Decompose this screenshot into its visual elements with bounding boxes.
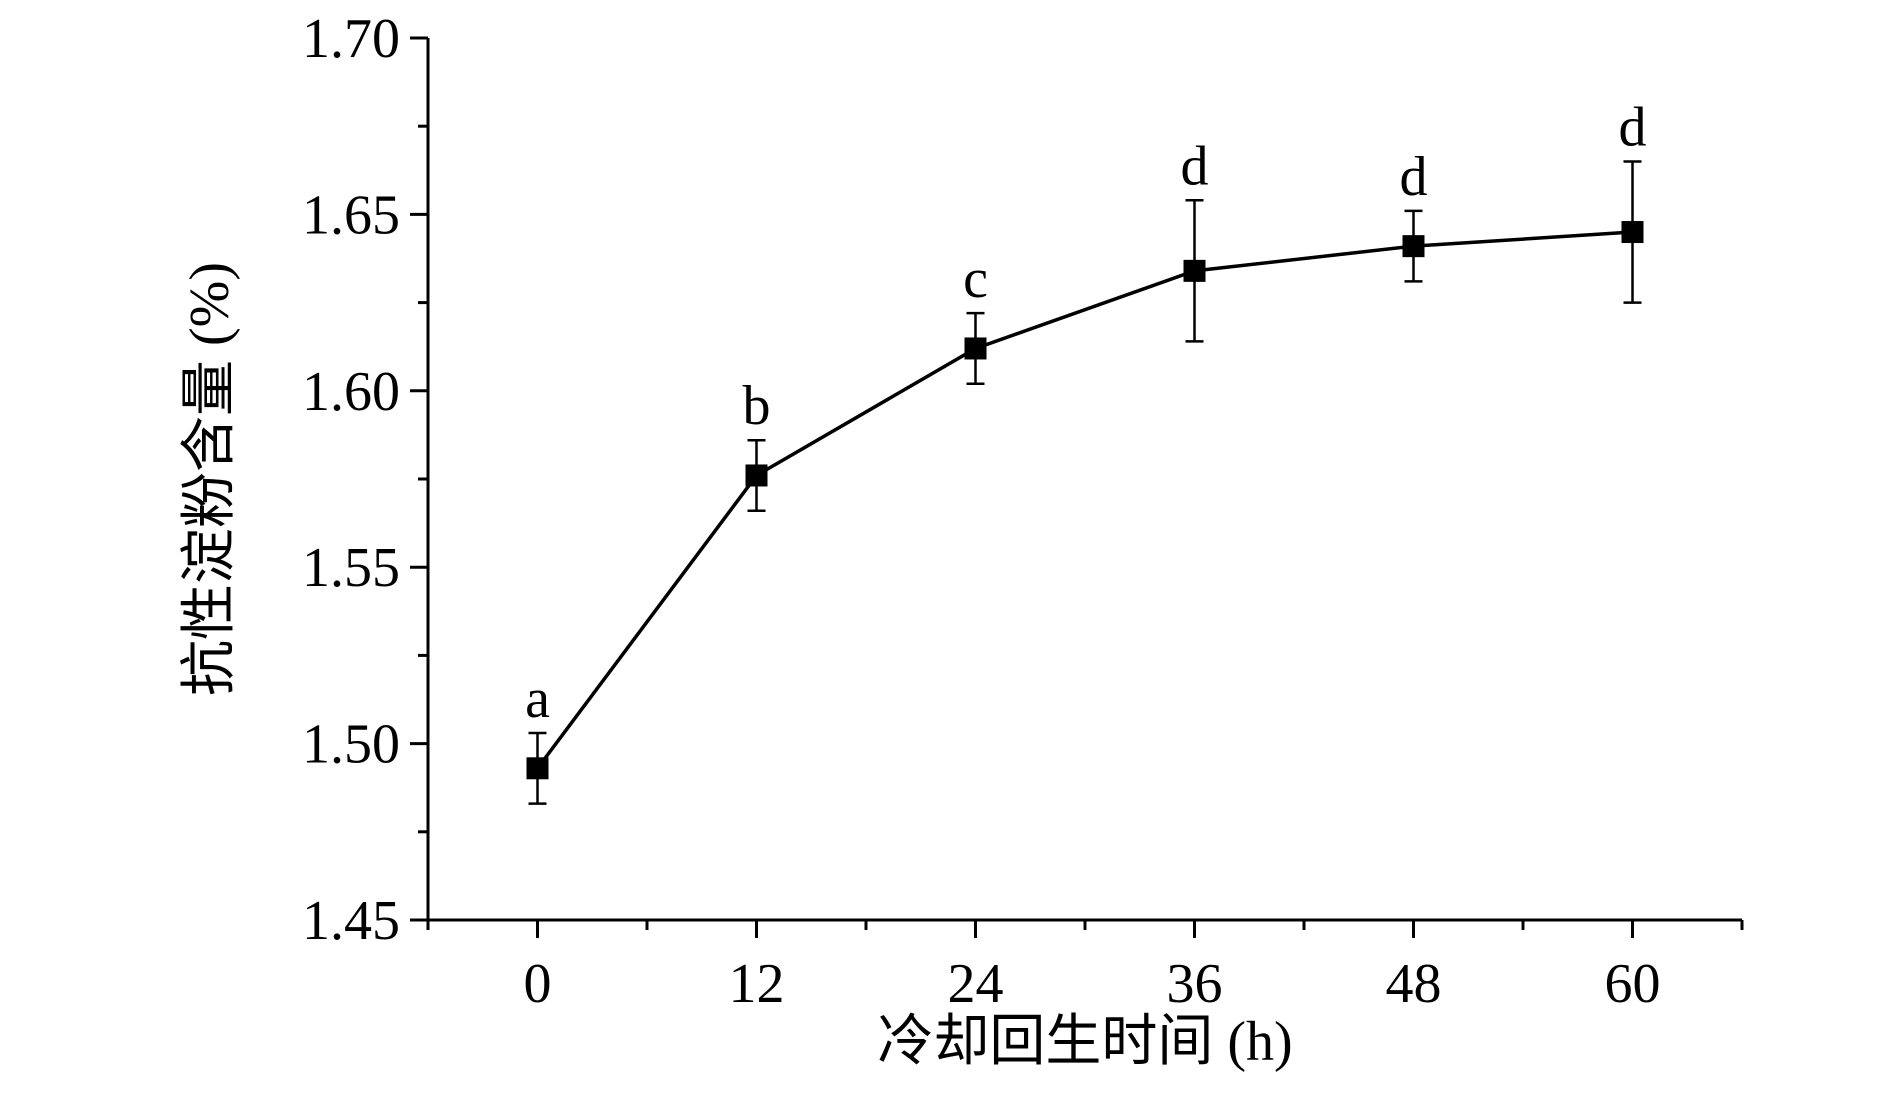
- data-point: [1183, 259, 1206, 282]
- y-tick-label: 1.50: [302, 714, 400, 776]
- y-tick-label: 1.65: [302, 184, 400, 246]
- series-line: [536, 230, 1633, 770]
- y-tick-label: 1.70: [302, 8, 400, 70]
- x-tick-label: 60: [1605, 953, 1661, 1015]
- data-point: [1621, 221, 1644, 244]
- significance-label: d: [1181, 135, 1209, 197]
- significance-label: d: [1400, 146, 1428, 208]
- x-tick-label: 0: [524, 953, 552, 1015]
- data-point: [964, 337, 987, 360]
- significance-label: d: [1619, 96, 1647, 158]
- data-point: [745, 464, 768, 487]
- x-axis-title: 冷却回生时间 (h): [877, 1011, 1292, 1073]
- ticks: 1.45 1.50 1.55 1.60 1.65 1.70 0 12 24 36 48 60: [302, 8, 1744, 1015]
- data-point: [1402, 235, 1425, 258]
- y-tick-label: 1.55: [302, 537, 400, 599]
- data-point: [526, 757, 549, 780]
- y-axis-title: 抗性淀粉含量 (%): [179, 262, 241, 696]
- significance-label: c: [963, 248, 988, 310]
- x-tick-label: 12: [729, 953, 785, 1015]
- x-tick-label: 48: [1386, 953, 1442, 1015]
- significance-label: b: [743, 375, 771, 437]
- axes: [426, 38, 1742, 922]
- y-tick-label: 1.60: [302, 361, 400, 423]
- significance-label: a: [525, 668, 550, 730]
- y-tick-label: 1.45: [302, 890, 400, 952]
- series: a b c d d d: [525, 96, 1647, 805]
- x-tick-label: 24: [948, 953, 1004, 1015]
- x-tick-label: 36: [1167, 953, 1223, 1015]
